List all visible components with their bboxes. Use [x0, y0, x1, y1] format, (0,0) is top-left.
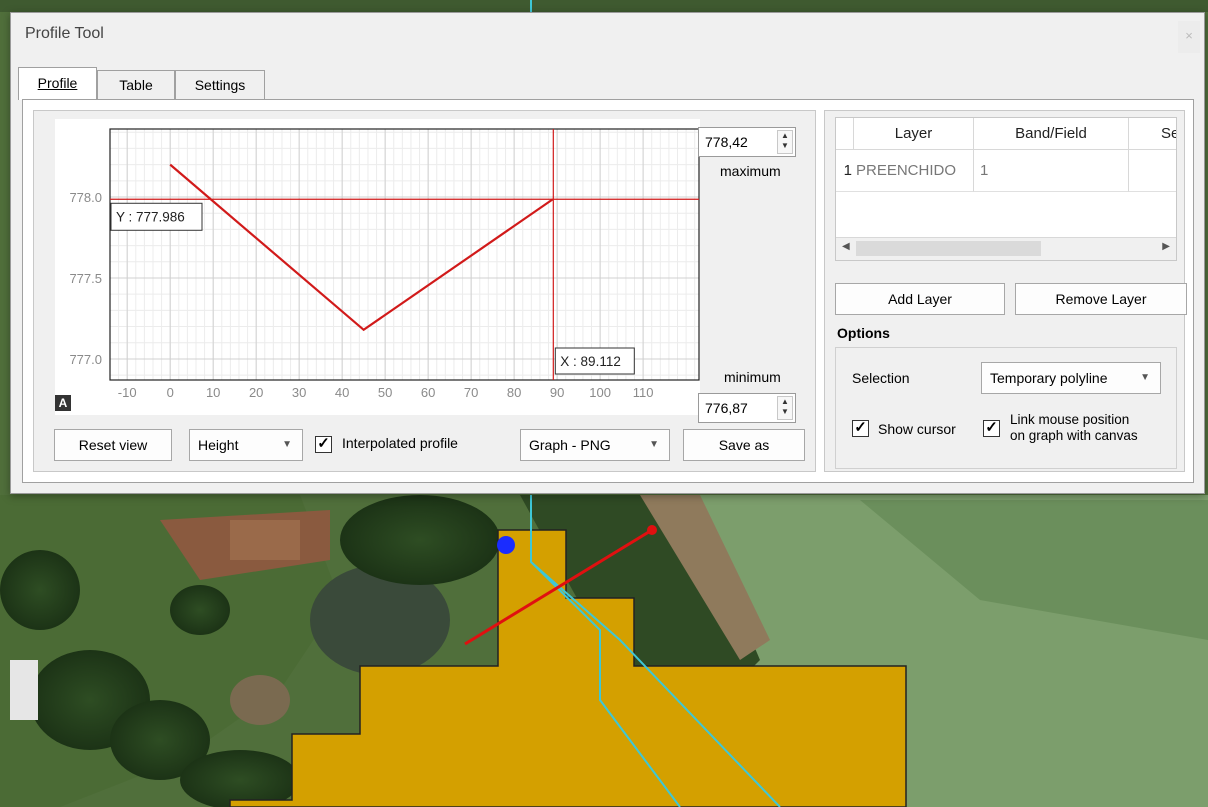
link-mouse-label: Link mouse position on graph with canvas: [1010, 412, 1138, 444]
spin-arrows-icon[interactable]: ▲ ▼: [777, 396, 793, 420]
selection-label: Selection: [852, 370, 910, 386]
plot-frame: [109, 128, 700, 381]
x-tick-label: 20: [249, 385, 263, 400]
spin-arrows-icon[interactable]: ▲ ▼: [777, 130, 793, 154]
table-cell-layer[interactable]: PREENCHIDO: [854, 150, 974, 192]
y-tick-label: 778.0: [69, 190, 102, 205]
cursor-y-label: Y : 777.986: [116, 209, 185, 224]
horizontal-scrollbar[interactable]: ◀ ▶: [836, 237, 1176, 260]
options-title: Options: [837, 325, 890, 341]
maximum-spinbox[interactable]: 778,42 ▲ ▼: [698, 127, 796, 157]
export-format-combo[interactable]: Graph - PNG ▼: [520, 429, 670, 461]
column-header-layer[interactable]: Layer: [854, 118, 974, 150]
x-tick-label: 50: [378, 385, 392, 400]
tab-table[interactable]: Table: [97, 70, 175, 100]
selection-value: Temporary polyline: [990, 370, 1108, 386]
x-tick-label: 70: [464, 385, 478, 400]
mode-combo[interactable]: Height ▼: [189, 429, 303, 461]
chevron-down-icon: ▼: [1140, 372, 1150, 383]
interpolated-label: Interpolated profile: [342, 435, 458, 451]
close-button[interactable]: ×: [1178, 21, 1200, 53]
minimum-label: minimum: [724, 369, 781, 385]
mode-value: Height: [198, 437, 239, 453]
window-title: Profile Tool: [25, 25, 104, 42]
show-cursor-checkbox[interactable]: ✓: [852, 420, 869, 437]
export-format-value: Graph - PNG: [529, 437, 611, 453]
cursor-x-label: X : 89.112: [560, 354, 621, 369]
table-corner: [836, 118, 854, 150]
tab-profile[interactable]: Profile: [18, 67, 97, 100]
layers-table[interactable]: Layer Band/Field Sear 1 PREENCHIDO 1 ◀ ▶: [835, 117, 1177, 261]
interpolated-checkbox[interactable]: ✓: [315, 436, 332, 453]
column-header-band[interactable]: Band/Field: [974, 118, 1129, 150]
row-number: 1: [836, 150, 854, 192]
profile-line: [169, 163, 554, 332]
tab-settings[interactable]: Settings: [175, 70, 265, 100]
autoscale-icon[interactable]: A: [55, 395, 71, 411]
maximum-label: maximum: [720, 163, 781, 179]
chevron-down-icon: ▼: [282, 439, 292, 450]
y-tick-label: 777.5: [69, 271, 102, 286]
layers-panel: Layer Band/Field Sear 1 PREENCHIDO 1 ◀ ▶…: [824, 110, 1187, 472]
y-tick-label: 777.0: [69, 352, 102, 367]
profile-tab-pane: -10 0 10 20 30 40 50 60 70 80 90 100 110 777.0 777.5 77…: [22, 99, 1194, 483]
minimum-value: 776,87: [705, 400, 748, 416]
x-tick-label: 30: [292, 385, 306, 400]
column-header-search[interactable]: Sear: [1129, 118, 1176, 150]
profile-chart[interactable]: -10 0 10 20 30 40 50 60 70 80 90 100 110 777.0 777.5 77…: [55, 119, 700, 415]
table-cell-band[interactable]: 1: [974, 150, 1129, 192]
tab-profile-label: Profile: [37, 75, 78, 91]
link-mouse-checkbox[interactable]: ✓: [983, 420, 1000, 437]
save-as-button[interactable]: Save as: [683, 429, 805, 461]
remove-layer-button[interactable]: Remove Layer: [1015, 283, 1187, 315]
title-bar[interactable]: Profile Tool ×: [11, 13, 1204, 57]
x-tick-label: 60: [421, 385, 435, 400]
profile-tool-dialog: Profile Tool × Profile Table Settings -1…: [10, 12, 1205, 494]
cursor-x-label-box: [554, 347, 635, 375]
profile-graph[interactable]: -10 0 10 20 30 40 50 60 70 80 90 100 110 777.0 777.5 77…: [55, 119, 700, 415]
table-cell-search[interactable]: [1129, 150, 1176, 192]
show-cursor-label: Show cursor: [878, 421, 956, 437]
scrollbar-thumb[interactable]: [856, 241, 1041, 256]
add-layer-button[interactable]: Add Layer: [835, 283, 1005, 315]
cursor-y-label-box: [110, 202, 203, 231]
link-mouse-line1: Link mouse position: [1010, 412, 1130, 427]
x-tick-label: 10: [206, 385, 220, 400]
scroll-left-icon[interactable]: ◀: [842, 241, 850, 252]
link-mouse-line2: on graph with canvas: [1010, 428, 1138, 443]
maximum-value: 778,42: [705, 134, 748, 150]
x-tick-label: 100: [589, 385, 611, 400]
x-tick-label: 90: [550, 385, 564, 400]
x-tick-label: -10: [118, 385, 137, 400]
selection-combo[interactable]: Temporary polyline ▼: [981, 362, 1161, 394]
x-tick-label: 40: [335, 385, 349, 400]
scroll-right-icon[interactable]: ▶: [1162, 241, 1170, 252]
graph-panel: -10 0 10 20 30 40 50 60 70 80 90 100 110 777.0 777.5 77…: [33, 110, 816, 472]
x-tick-label: 0: [167, 385, 174, 400]
minimum-spinbox[interactable]: 776,87 ▲ ▼: [698, 393, 796, 423]
chevron-down-icon: ▼: [649, 439, 659, 450]
options-group: Selection Temporary polyline ▼ ✓ Show cu…: [835, 347, 1177, 469]
x-tick-label: 110: [633, 385, 654, 400]
reset-view-button[interactable]: Reset view: [54, 429, 172, 461]
x-tick-label: 80: [507, 385, 521, 400]
